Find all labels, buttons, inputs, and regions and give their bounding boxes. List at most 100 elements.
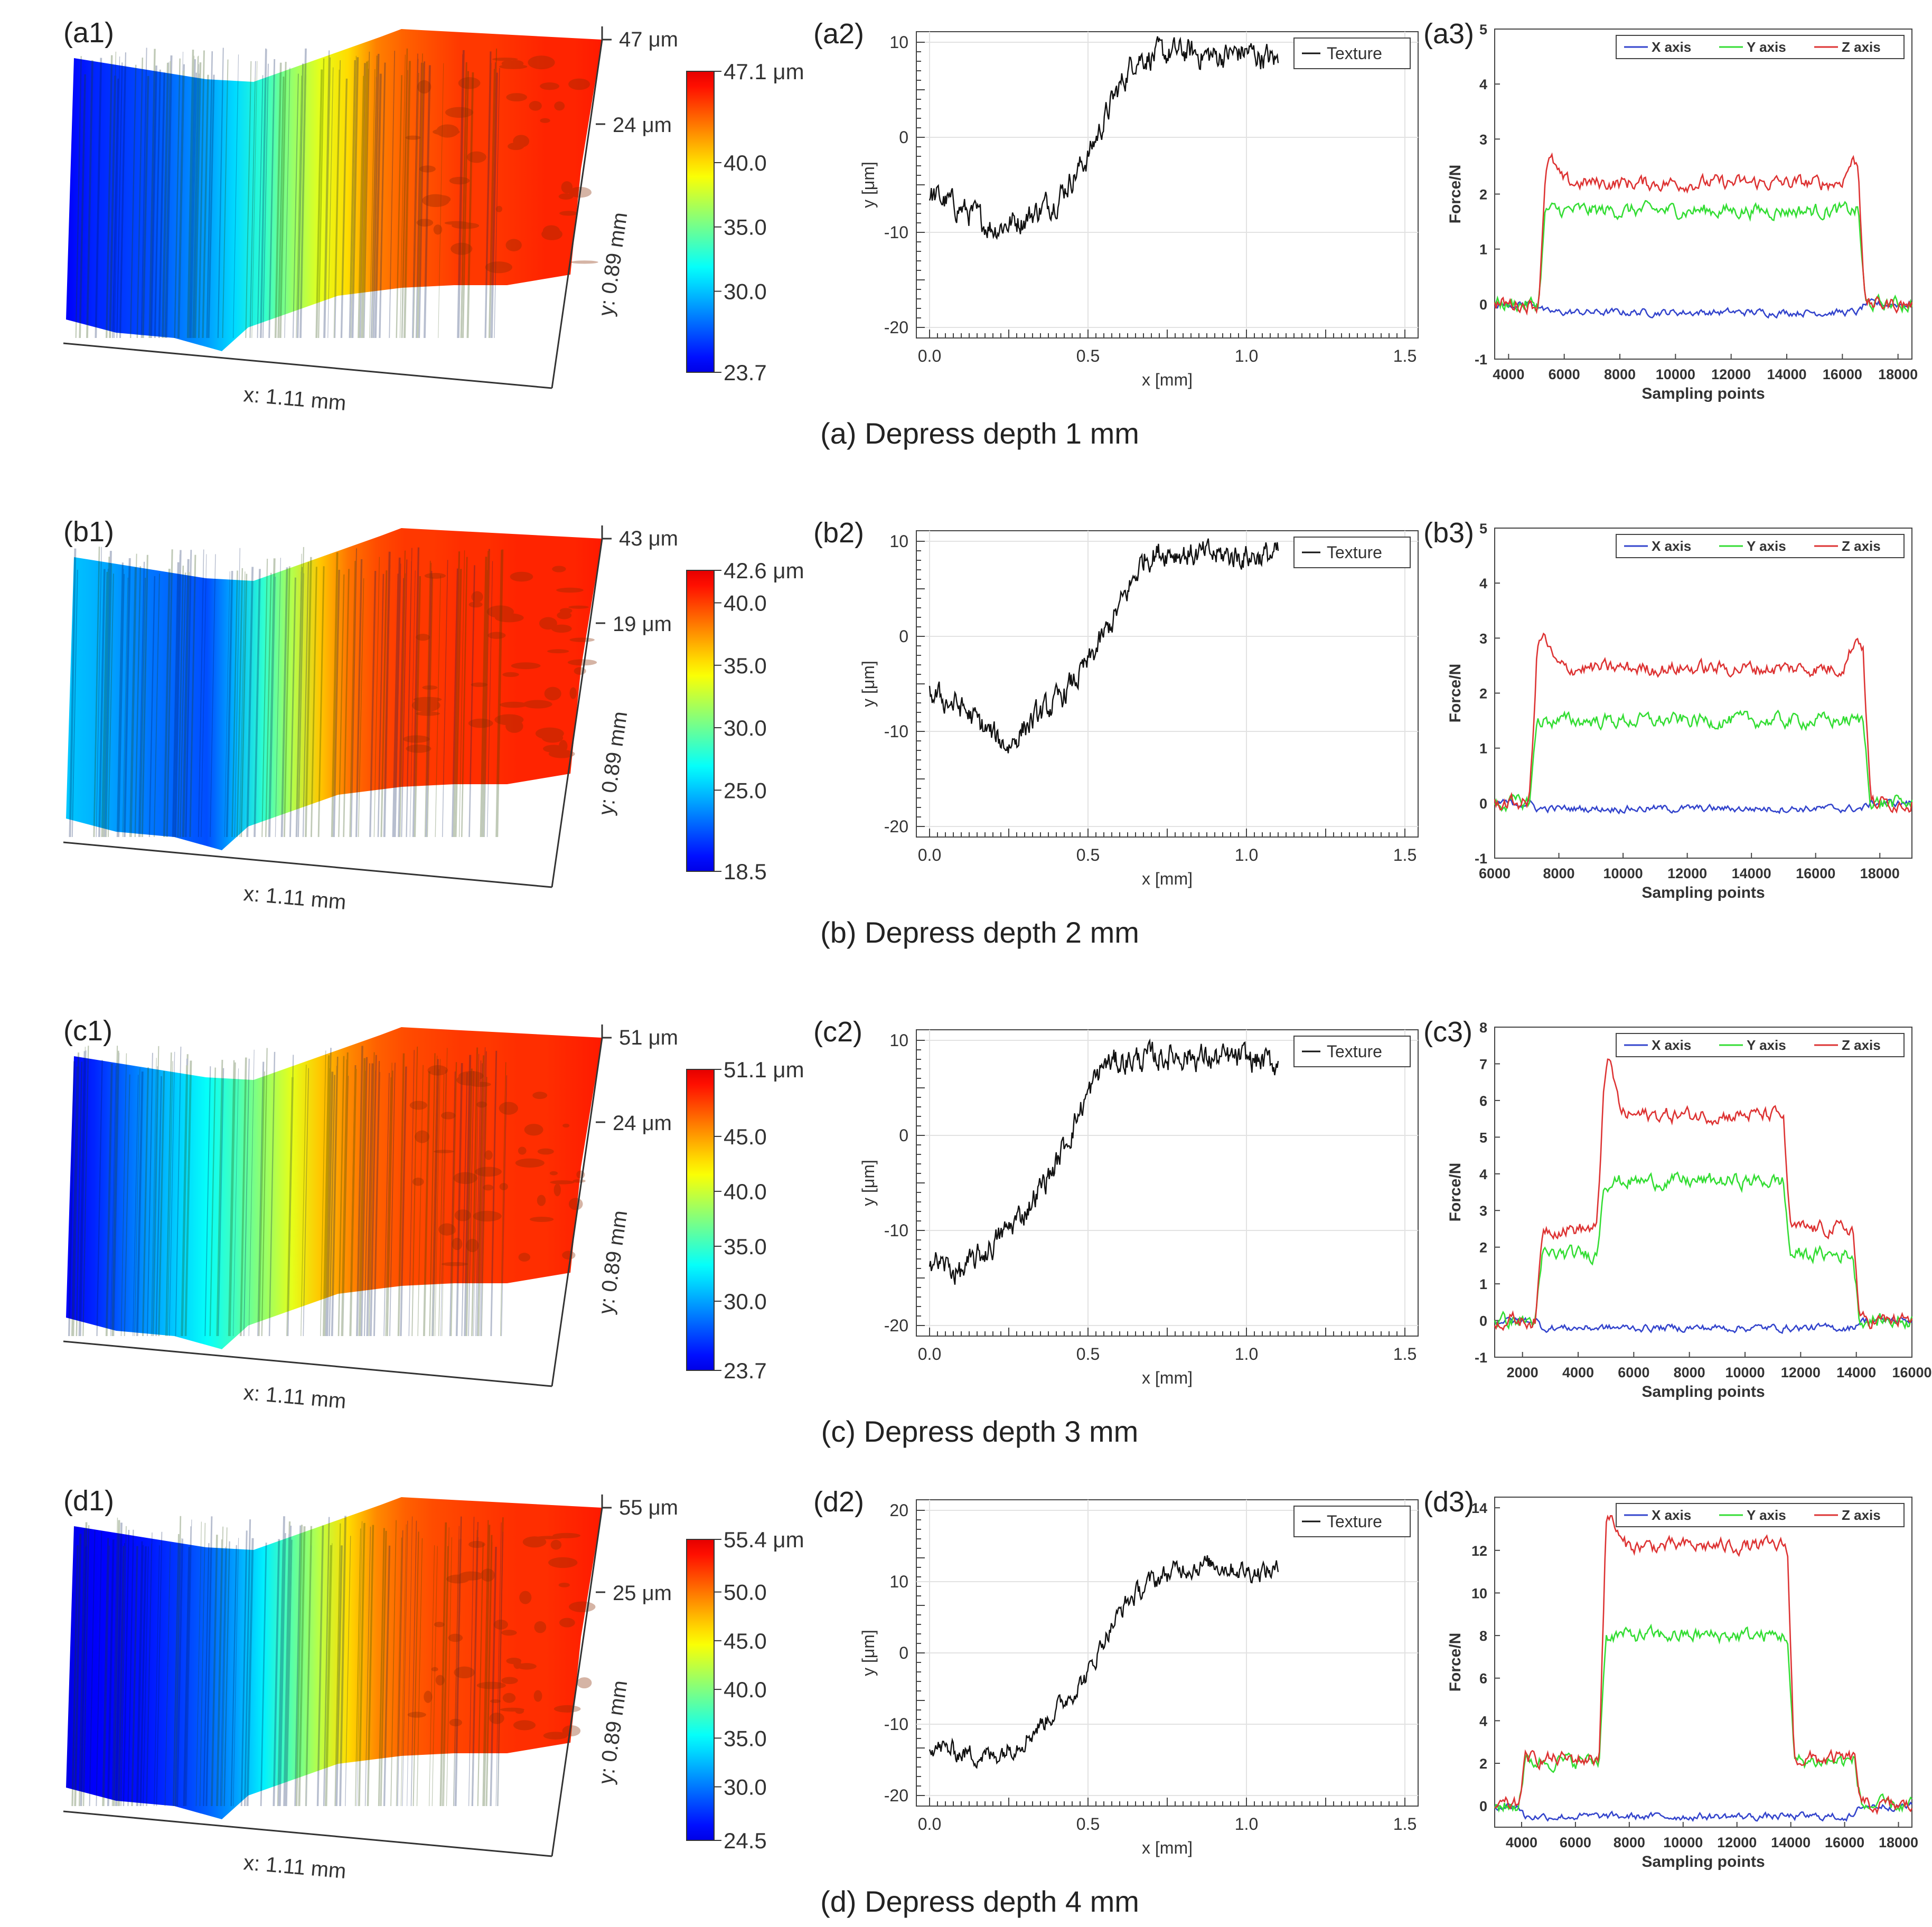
profile-x-tick-label: 1.5	[1393, 1345, 1417, 1364]
surface-striation	[205, 1516, 213, 1807]
surface-striation	[385, 1077, 392, 1337]
surface-striation	[161, 62, 169, 339]
surface-striation	[373, 1061, 380, 1337]
surface-pit	[540, 82, 560, 90]
surface-striation	[324, 65, 330, 339]
surface-panel-label: (d1)	[63, 1485, 114, 1517]
surface-striation	[369, 69, 376, 339]
force-x-tick-label: 12000	[1711, 366, 1751, 382]
surface-striation	[408, 1050, 415, 1337]
surface-pit	[494, 714, 524, 726]
surface-striation	[334, 60, 341, 339]
surface-x-axis	[63, 1810, 552, 1857]
colorbar-bar	[686, 71, 715, 373]
surface-striation	[78, 1529, 86, 1807]
colorbar-tick-label: 45.0	[724, 1124, 767, 1149]
surface-striation	[257, 1061, 265, 1337]
surface-striation	[340, 78, 348, 339]
force-x-tick-label: 6000	[1618, 1365, 1649, 1380]
surface-pit	[539, 617, 557, 630]
force-legend-label: Y axis	[1747, 1037, 1786, 1053]
surface-striation	[186, 50, 194, 339]
surface-pit	[416, 634, 430, 641]
surface-striation	[356, 1070, 363, 1337]
profile-y-tick-label: -20	[884, 817, 908, 836]
colorbar-tick-label: 50.0	[724, 1580, 767, 1605]
surface-striation	[429, 1053, 436, 1337]
surface-striation	[79, 74, 86, 339]
profile-series-texture	[929, 36, 1279, 240]
surface-striation	[475, 1060, 482, 1337]
surface-striation	[471, 1047, 479, 1337]
force-x-tick-label: 6000	[1479, 866, 1511, 881]
surface-striation	[176, 1538, 182, 1807]
profile-y-axis-label: y [μm]	[859, 661, 878, 707]
surface-striation	[277, 76, 285, 339]
surface-striation	[349, 1068, 357, 1337]
surface-striation	[117, 1546, 125, 1807]
surface-striation	[216, 1059, 223, 1337]
surface-pit	[528, 55, 555, 70]
surface-x-label: x: 1.11 mm	[242, 1381, 347, 1413]
surface-pit	[505, 239, 522, 251]
force-y-tick-label: -1	[1475, 1350, 1487, 1366]
surface-striation	[153, 1046, 160, 1337]
surface-x-label: x: 1.11 mm	[242, 882, 347, 914]
surface-striation	[464, 1055, 472, 1337]
surface-striation	[71, 569, 78, 838]
surface-pit	[485, 261, 512, 274]
colorbar: 47.1 μm 40.0 35.0 30.0 23.7	[686, 59, 804, 385]
surface-striation	[453, 1539, 459, 1807]
surface-striations	[71, 1516, 504, 1807]
profile-series-texture	[929, 1555, 1279, 1769]
row-caption: (d) Depress depth 4 mm	[820, 1885, 1139, 1918]
surface-pit	[446, 1574, 470, 1584]
surface-pit	[407, 1712, 426, 1718]
colorbar-tick-label: 42.6 μm	[724, 558, 804, 583]
force-series-x-axis	[1494, 298, 1913, 319]
surface-striation	[460, 62, 467, 339]
profile-legend-label: Texture	[1327, 543, 1382, 562]
force-y-tick-label: 3	[1479, 1203, 1487, 1219]
surface-striation	[413, 72, 419, 339]
surface-striation	[172, 562, 180, 838]
surface-striation	[223, 1541, 230, 1807]
surface-pit	[524, 1124, 543, 1136]
surface-striation	[95, 58, 102, 339]
surface-y-label: y: 0.89 mm	[594, 211, 632, 317]
surface-striation	[371, 55, 378, 339]
surface-striations	[75, 48, 500, 339]
surface-striation	[368, 1052, 375, 1337]
surface-striation	[116, 62, 123, 339]
surface-striation	[181, 1058, 189, 1337]
surface-striation	[78, 1051, 86, 1337]
profile-x-tick-label: 1.0	[1235, 845, 1258, 864]
surface-striation	[134, 566, 141, 838]
force-x-tick-label: 6000	[1560, 1835, 1591, 1850]
surface-striation	[484, 51, 492, 339]
surface-striation	[323, 1055, 330, 1337]
colorbar-tick-label: 35.0	[724, 215, 767, 240]
surface-striation	[349, 60, 356, 339]
profile-x-tick-label: 1.0	[1235, 1345, 1258, 1364]
row-caption: (b) Depress depth 2 mm	[820, 916, 1139, 949]
surface-striation	[468, 565, 475, 838]
surface-striation	[150, 65, 157, 339]
surface-striation	[384, 565, 391, 838]
surface-striation	[323, 1068, 331, 1337]
surface-striation	[320, 1050, 326, 1337]
colorbar-tick-label: 24.5	[724, 1828, 767, 1853]
surface-striation	[323, 50, 330, 339]
surface-striation	[468, 1517, 475, 1807]
surface-panel: (b1) 43 μm 19 μm x: 1.11 mm y: 0.89 mm 42.6 μ…	[63, 516, 804, 914]
surface-striation	[136, 1541, 143, 1807]
surface-striation	[72, 1060, 79, 1337]
force-y-tick-label: 4	[1479, 1167, 1487, 1182]
surface-striation	[102, 1541, 109, 1807]
surface-striation	[105, 1063, 113, 1337]
surface-striation	[482, 577, 489, 838]
surface-striation	[440, 1070, 446, 1337]
surface-pit	[421, 194, 449, 208]
surface-y-label: y: 0.89 mm	[594, 710, 632, 816]
